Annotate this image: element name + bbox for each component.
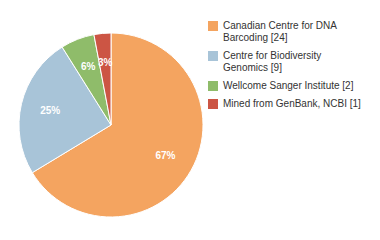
- svg-text:6%: 6%: [81, 61, 96, 72]
- html-text:Wellcome Sanger Institute [2]: Wellcome Sanger Institute [2]: [223, 80, 354, 91]
- svg-text:25%: 25%: [40, 105, 60, 116]
- svg-text:67%: 67%: [155, 150, 175, 161]
- html-text:Canadian Centre for DNA Barcod: Canadian Centre for DNA Barcoding [24]: [223, 20, 337, 43]
- html-text:Mined from GenBank, NCBI [1]: Mined from GenBank, NCBI [1]: [223, 98, 361, 109]
- svg-text:3%: 3%: [98, 57, 113, 68]
- html-text:Centre for Biodiversity Genomi: Centre for Biodiversity Genomics [9]: [223, 50, 322, 73]
